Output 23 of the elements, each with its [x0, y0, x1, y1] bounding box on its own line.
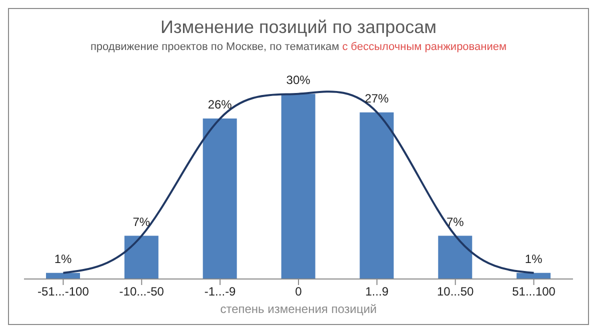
x-tick-label: 0: [295, 284, 302, 299]
data-label: 30%: [286, 72, 311, 87]
x-tick-label: 10...50: [437, 284, 474, 299]
x-tick-label: -10...-50: [119, 284, 164, 299]
data-label: 7%: [446, 214, 464, 229]
x-axis-title: степень изменения позиций: [219, 302, 378, 316]
x-tick-label: -1...-9: [204, 284, 236, 299]
x-tick-label: 51...100: [512, 284, 556, 299]
data-label: 27%: [364, 91, 390, 106]
bar: [202, 118, 237, 279]
bar: [124, 236, 158, 279]
x-tick-label: 1...9: [365, 284, 389, 299]
chart-subtitle: продвижение проектов по Москве, по тематикам: [90, 41, 340, 53]
data-label: 26%: [208, 98, 232, 112]
data-label: 1%: [524, 252, 543, 266]
bar: [438, 236, 472, 279]
data-label: 7%: [132, 214, 150, 229]
text: с бессылочным ранжированием: [342, 41, 507, 53]
bar: [281, 94, 316, 279]
x-tick-label: -51...-100: [38, 284, 90, 299]
chart-title: Изменение позиций по запросам: [160, 17, 438, 38]
bar: [360, 112, 394, 279]
data-label: 1%: [54, 252, 72, 266]
